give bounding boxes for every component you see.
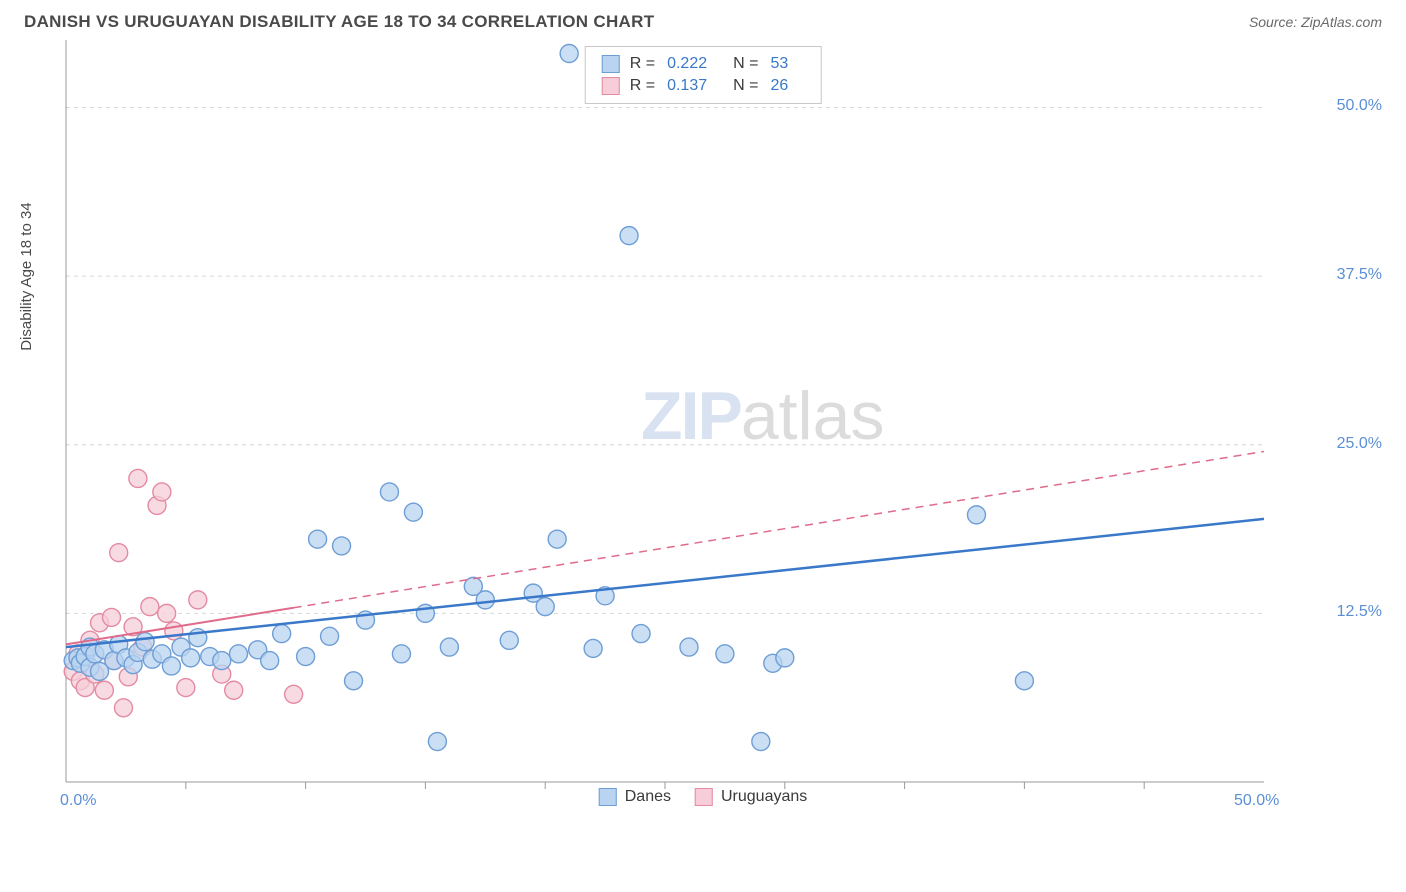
chart-source: Source: ZipAtlas.com <box>1249 14 1382 30</box>
legend-r-label: R = <box>630 77 655 95</box>
y-axis-label: Disability Age 18 to 34 <box>18 202 35 350</box>
legend-n-value: 26 <box>770 77 788 95</box>
y-grid-label: 25.0% <box>1337 435 1382 453</box>
legend-series: Danes Uruguayans <box>599 788 808 806</box>
y-grid-label: 37.5% <box>1337 266 1382 284</box>
legend-r-value: 0.137 <box>667 77 707 95</box>
y-grid-label: 12.5% <box>1337 603 1382 621</box>
y-grid-label: 50.0% <box>1337 97 1382 115</box>
legend-swatch <box>602 77 620 95</box>
legend-series-label: Danes <box>625 788 671 806</box>
legend-n-label: N = <box>733 77 758 95</box>
legend-r-label: R = <box>630 55 655 73</box>
legend-series-item: Danes <box>599 788 671 806</box>
legend-n-value: 53 <box>770 55 788 73</box>
legend-stat-row: R = 0.137 N = 26 <box>602 75 805 97</box>
x-axis-max: 50.0% <box>1234 792 1279 810</box>
legend-stats: R = 0.222 N = 53 R = 0.137 N = 26 <box>585 46 822 104</box>
legend-r-value: 0.222 <box>667 55 707 73</box>
legend-stat-row: R = 0.222 N = 53 <box>602 53 805 75</box>
legend-n-label: N = <box>733 55 758 73</box>
legend-series-item: Uruguayans <box>695 788 807 806</box>
scatter-chart <box>24 40 1324 810</box>
header: DANISH VS URUGUAYAN DISABILITY AGE 18 TO… <box>0 0 1406 40</box>
legend-swatch <box>695 788 713 806</box>
x-axis-min: 0.0% <box>60 792 96 810</box>
legend-swatch <box>602 55 620 73</box>
chart-title: DANISH VS URUGUAYAN DISABILITY AGE 18 TO… <box>24 12 654 32</box>
legend-swatch <box>599 788 617 806</box>
legend-series-label: Uruguayans <box>721 788 807 806</box>
chart-area: Disability Age 18 to 34 ZIPatlas R = 0.2… <box>24 40 1382 810</box>
